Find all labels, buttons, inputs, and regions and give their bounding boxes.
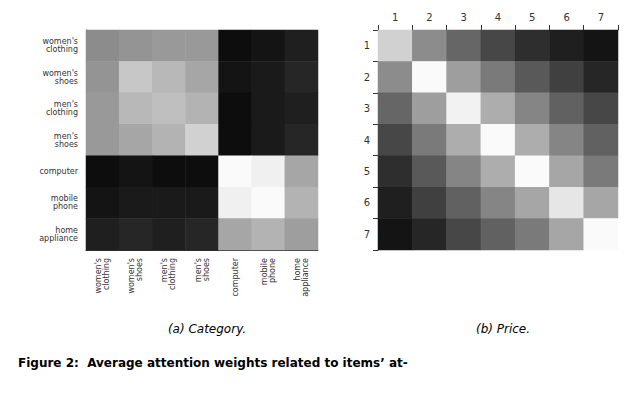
- svg-text:phone: phone: [268, 258, 277, 283]
- svg-text:Figure 2: Average attention w: Figure 2: Average attention weights rela…: [18, 356, 408, 370]
- svg-text:7: 7: [364, 229, 370, 240]
- svg-text:(a) Category.: (a) Category.: [168, 322, 246, 336]
- svg-text:2: 2: [426, 12, 432, 23]
- svg-text:shoes: shoes: [55, 140, 78, 149]
- svg-text:men's: men's: [193, 258, 203, 283]
- svg-text:(b) Price.: (b) Price.: [476, 322, 530, 336]
- svg-text:3: 3: [364, 103, 370, 114]
- svg-text:women's: women's: [42, 68, 78, 78]
- svg-text:shoes: shoes: [202, 258, 211, 281]
- svg-text:5: 5: [364, 166, 370, 177]
- svg-text:mobile: mobile: [259, 258, 269, 286]
- svg-text:1: 1: [392, 12, 398, 23]
- svg-text:men's: men's: [53, 131, 78, 141]
- svg-text:appliance: appliance: [301, 258, 310, 297]
- svg-text:1: 1: [364, 40, 370, 51]
- svg-text:clothing: clothing: [168, 258, 177, 290]
- svg-text:women's: women's: [94, 258, 104, 294]
- svg-text:women's: women's: [127, 258, 137, 294]
- svg-text:7: 7: [598, 12, 604, 23]
- svg-text:5: 5: [529, 12, 535, 23]
- svg-text:home: home: [292, 258, 302, 281]
- svg-text:6: 6: [364, 197, 370, 208]
- svg-text:shoes: shoes: [135, 258, 144, 281]
- svg-text:4: 4: [364, 135, 370, 146]
- svg-text:2: 2: [364, 72, 370, 83]
- svg-text:4: 4: [495, 12, 501, 23]
- svg-text:men's: men's: [160, 258, 170, 283]
- svg-text:phone: phone: [53, 202, 78, 211]
- svg-text:men's: men's: [53, 100, 78, 110]
- svg-text:women's: women's: [42, 37, 78, 47]
- svg-text:6: 6: [563, 12, 569, 23]
- svg-text:computer: computer: [39, 167, 78, 176]
- svg-text:clothing: clothing: [46, 108, 78, 117]
- svg-text:home: home: [55, 225, 78, 235]
- svg-text:shoes: shoes: [55, 77, 78, 86]
- svg-text:appliance: appliance: [39, 234, 78, 243]
- svg-text:clothing: clothing: [102, 258, 111, 290]
- svg-text:mobile: mobile: [50, 194, 78, 204]
- svg-text:computer: computer: [231, 257, 240, 296]
- svg-text:3: 3: [461, 12, 467, 23]
- svg-text:clothing: clothing: [46, 45, 78, 54]
